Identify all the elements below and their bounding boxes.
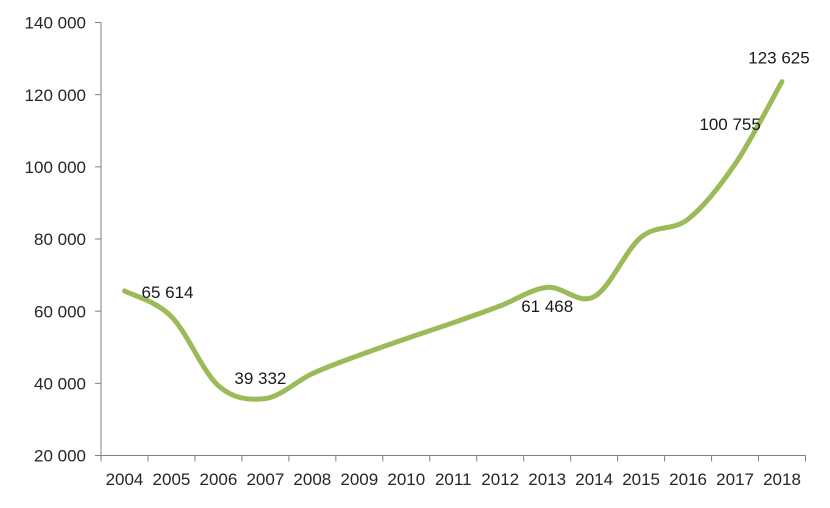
- x-axis-tick-label: 2010: [387, 470, 425, 489]
- y-axis-tick-label: 120 000: [25, 86, 86, 105]
- x-axis-tick-label: 2008: [293, 470, 331, 489]
- data-label-2006: 39 332: [234, 369, 286, 388]
- x-axis-tick-label: 2014: [575, 470, 613, 489]
- x-axis-tick-label: 2018: [763, 470, 801, 489]
- y-axis-tick-label: 60 000: [34, 302, 86, 321]
- data-label-2018: 123 625: [748, 49, 809, 68]
- x-axis-tick-label: 2016: [669, 470, 707, 489]
- data-label-2012: 61 468: [521, 297, 573, 316]
- x-axis-tick-label: 2017: [716, 470, 754, 489]
- x-axis-tick-label: 2004: [106, 470, 144, 489]
- y-axis-tick-label: 40 000: [34, 374, 86, 393]
- x-axis-tick-label: 2012: [481, 470, 519, 489]
- x-axis-tick-label: 2011: [435, 470, 472, 489]
- x-axis-tick-label: 2013: [528, 470, 566, 489]
- x-axis-tick-label: 2006: [200, 470, 238, 489]
- x-axis-tick-label: 2005: [153, 470, 191, 489]
- x-axis-tick-label: 2015: [622, 470, 660, 489]
- y-axis-tick-label: 20 000: [34, 447, 86, 466]
- series-line: [122, 79, 785, 402]
- y-axis-tick-label: 100 000: [25, 158, 86, 177]
- y-axis-tick-label: 140 000: [25, 14, 86, 33]
- x-axis-tick-label: 2007: [246, 470, 284, 489]
- data-label-2004: 65 614: [142, 283, 194, 302]
- data-label-2017: 100 755: [699, 115, 760, 134]
- y-axis-tick-label: 80 000: [34, 230, 86, 249]
- x-axis-tick-label: 2009: [340, 470, 378, 489]
